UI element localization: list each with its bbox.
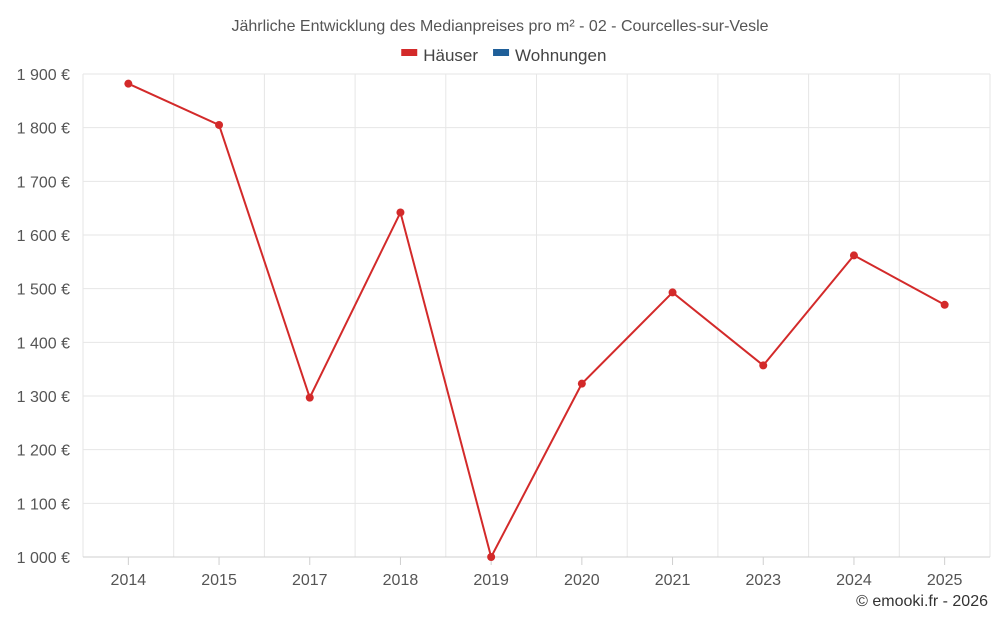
data-point[interactable]	[668, 288, 677, 297]
series-layer	[124, 79, 949, 561]
x-tick-label: 2014	[111, 572, 147, 589]
y-tick-label: 1 500 €	[17, 282, 70, 299]
data-point[interactable]	[124, 79, 133, 88]
x-tick-label: 2018	[383, 572, 419, 589]
legend-item[interactable]: Wohnungen	[493, 46, 606, 65]
legend: Häuser Wohnungen	[401, 46, 606, 65]
credit-text: © emooki.fr - 2026	[856, 593, 988, 610]
axes: 1 900 € 1 800 € 1 700 € 1 600 € 1 500 € 1 400…	[17, 67, 990, 589]
legend-swatch	[401, 49, 418, 56]
data-point[interactable]	[305, 393, 314, 402]
data-point[interactable]	[487, 553, 496, 561]
chart-title: Jährliche Entwicklung des Medianpreises …	[231, 18, 768, 35]
series-line-Häuser	[127, 82, 946, 560]
data-point[interactable]	[759, 361, 768, 370]
legend-swatch	[493, 49, 510, 56]
x-tick-label: 2015	[201, 572, 237, 589]
x-tick-label: 2019	[473, 572, 509, 589]
y-tick-label: 1 100 €	[17, 496, 70, 513]
data-point[interactable]	[215, 120, 224, 129]
y-tick-label: 1 200 €	[17, 443, 70, 460]
y-tick-label: 1 600 €	[17, 228, 70, 245]
legend-label: Wohnungen	[515, 46, 606, 65]
y-tick-label: 1 400 €	[17, 335, 70, 352]
y-tick-label: 1 700 €	[17, 174, 70, 191]
data-point[interactable]	[396, 208, 405, 217]
x-tick-label: 2020	[564, 572, 600, 589]
y-tick-label: 1 300 €	[17, 389, 70, 406]
x-tick-label: 2024	[836, 572, 872, 589]
x-tick-label: 2021	[655, 572, 691, 589]
legend-label: Häuser	[423, 46, 478, 65]
grid	[82, 73, 991, 557]
data-point[interactable]	[940, 300, 949, 309]
y-tick-label: 1 000 €	[17, 550, 70, 567]
data-point[interactable]	[849, 251, 858, 260]
data-point[interactable]	[577, 379, 586, 388]
x-tick-label: 2023	[745, 572, 781, 589]
x-tick-label: 2025	[927, 572, 963, 589]
y-tick-label: 1 800 €	[17, 121, 70, 138]
x-tick-label: 2017	[292, 572, 328, 589]
legend-item[interactable]: Häuser	[401, 46, 478, 65]
y-tick-label: 1 900 €	[17, 67, 70, 84]
